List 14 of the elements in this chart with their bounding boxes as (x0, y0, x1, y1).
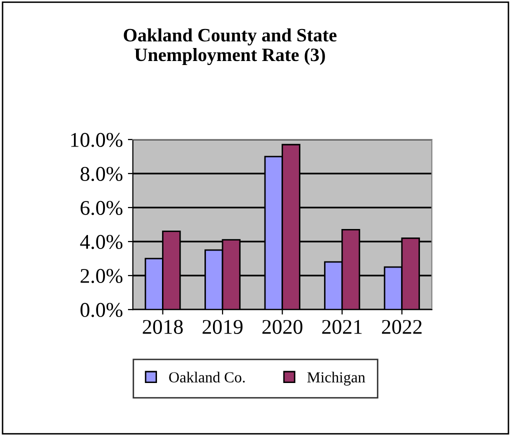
y-tick-label: 0.0% (80, 302, 122, 318)
x-tick-label: 2021 (322, 320, 362, 334)
x-tick-label: 2022 (382, 320, 422, 334)
y-tick-label: 8.0% (80, 166, 122, 182)
x-tick-label: 2018 (142, 320, 183, 334)
legend-label: Oakland Co. (169, 372, 245, 383)
x-tick-label: 2020 (262, 320, 302, 334)
y-tick-label: 2.0% (80, 268, 122, 284)
chart-title: Oakland County and State Unemployment Rate (3) (124, 28, 337, 66)
y-tick-label: 4.0% (80, 234, 122, 250)
legend-label: Michigan (307, 372, 366, 386)
y-tick-label: 10.0% (71, 132, 122, 148)
y-tick-label: 6.0% (80, 200, 122, 216)
x-tick-label: 2019 (202, 320, 243, 334)
